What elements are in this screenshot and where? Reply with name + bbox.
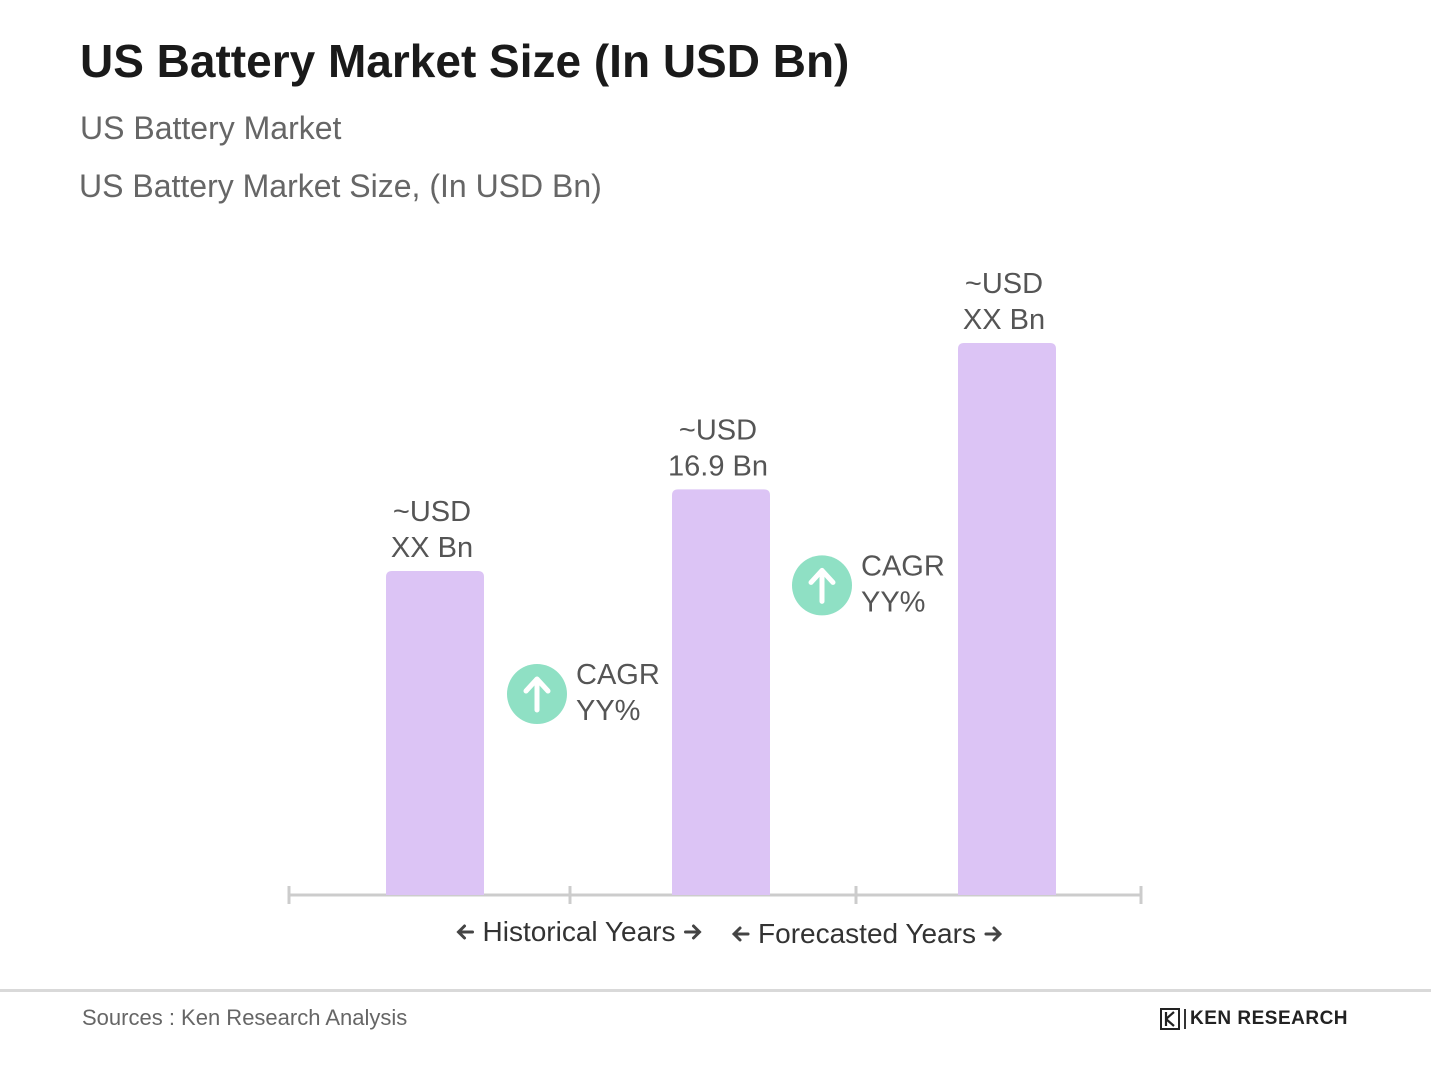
chart-title: US Battery Market Size (In USD Bn) [80, 35, 850, 87]
bar-2-value-label: 16.9 Bn [668, 450, 768, 482]
cagr-2-value: YY% [861, 586, 925, 618]
logo-text: KEN RESEARCH [1190, 1008, 1349, 1029]
cagr-1-arrow-glyph [523, 676, 551, 713]
bar-2-label-line1: ~USD [679, 414, 757, 446]
bar-chart: ~USD XX Bn ~USD 16.9 Bn ~USD XX Bn CAGR YY% CAGR… [287, 268, 1143, 949]
bar-3 [958, 343, 1056, 895]
bar-1-label-line1: ~USD [393, 496, 471, 528]
period-label-1: Historical Years [483, 916, 676, 947]
period-label-2: Forecasted Years [758, 918, 976, 949]
chart-subtitle: US Battery Market [80, 110, 342, 146]
ken-research-logo-icon [1160, 1008, 1180, 1030]
bar-2 [672, 489, 770, 895]
footer-divider [0, 989, 1431, 992]
period-2-left-arrow-icon [731, 926, 750, 942]
period-1-right-arrow-icon [683, 924, 702, 940]
period-2-right-arrow-icon [984, 926, 1003, 942]
source-note: Sources : Ken Research Analysis [82, 1005, 408, 1030]
cagr-2-arrow-glyph [808, 567, 836, 604]
bar-3-value-label: XX Bn [963, 304, 1045, 336]
ken-research-logo: KEN RESEARCH [1160, 1008, 1348, 1030]
bar-3-label-line1: ~USD [965, 268, 1043, 300]
bar-1 [386, 571, 484, 895]
period-1-left-arrow-icon [456, 924, 475, 940]
cagr-2-label: CAGR [861, 550, 945, 582]
cagr-1-value: YY% [576, 695, 640, 727]
cagr-1-label: CAGR [576, 659, 660, 691]
bar-1-value-label: XX Bn [391, 532, 473, 564]
logo-separator [1184, 1009, 1186, 1029]
chart-subheading: US Battery Market Size, (In USD Bn) [79, 168, 602, 204]
